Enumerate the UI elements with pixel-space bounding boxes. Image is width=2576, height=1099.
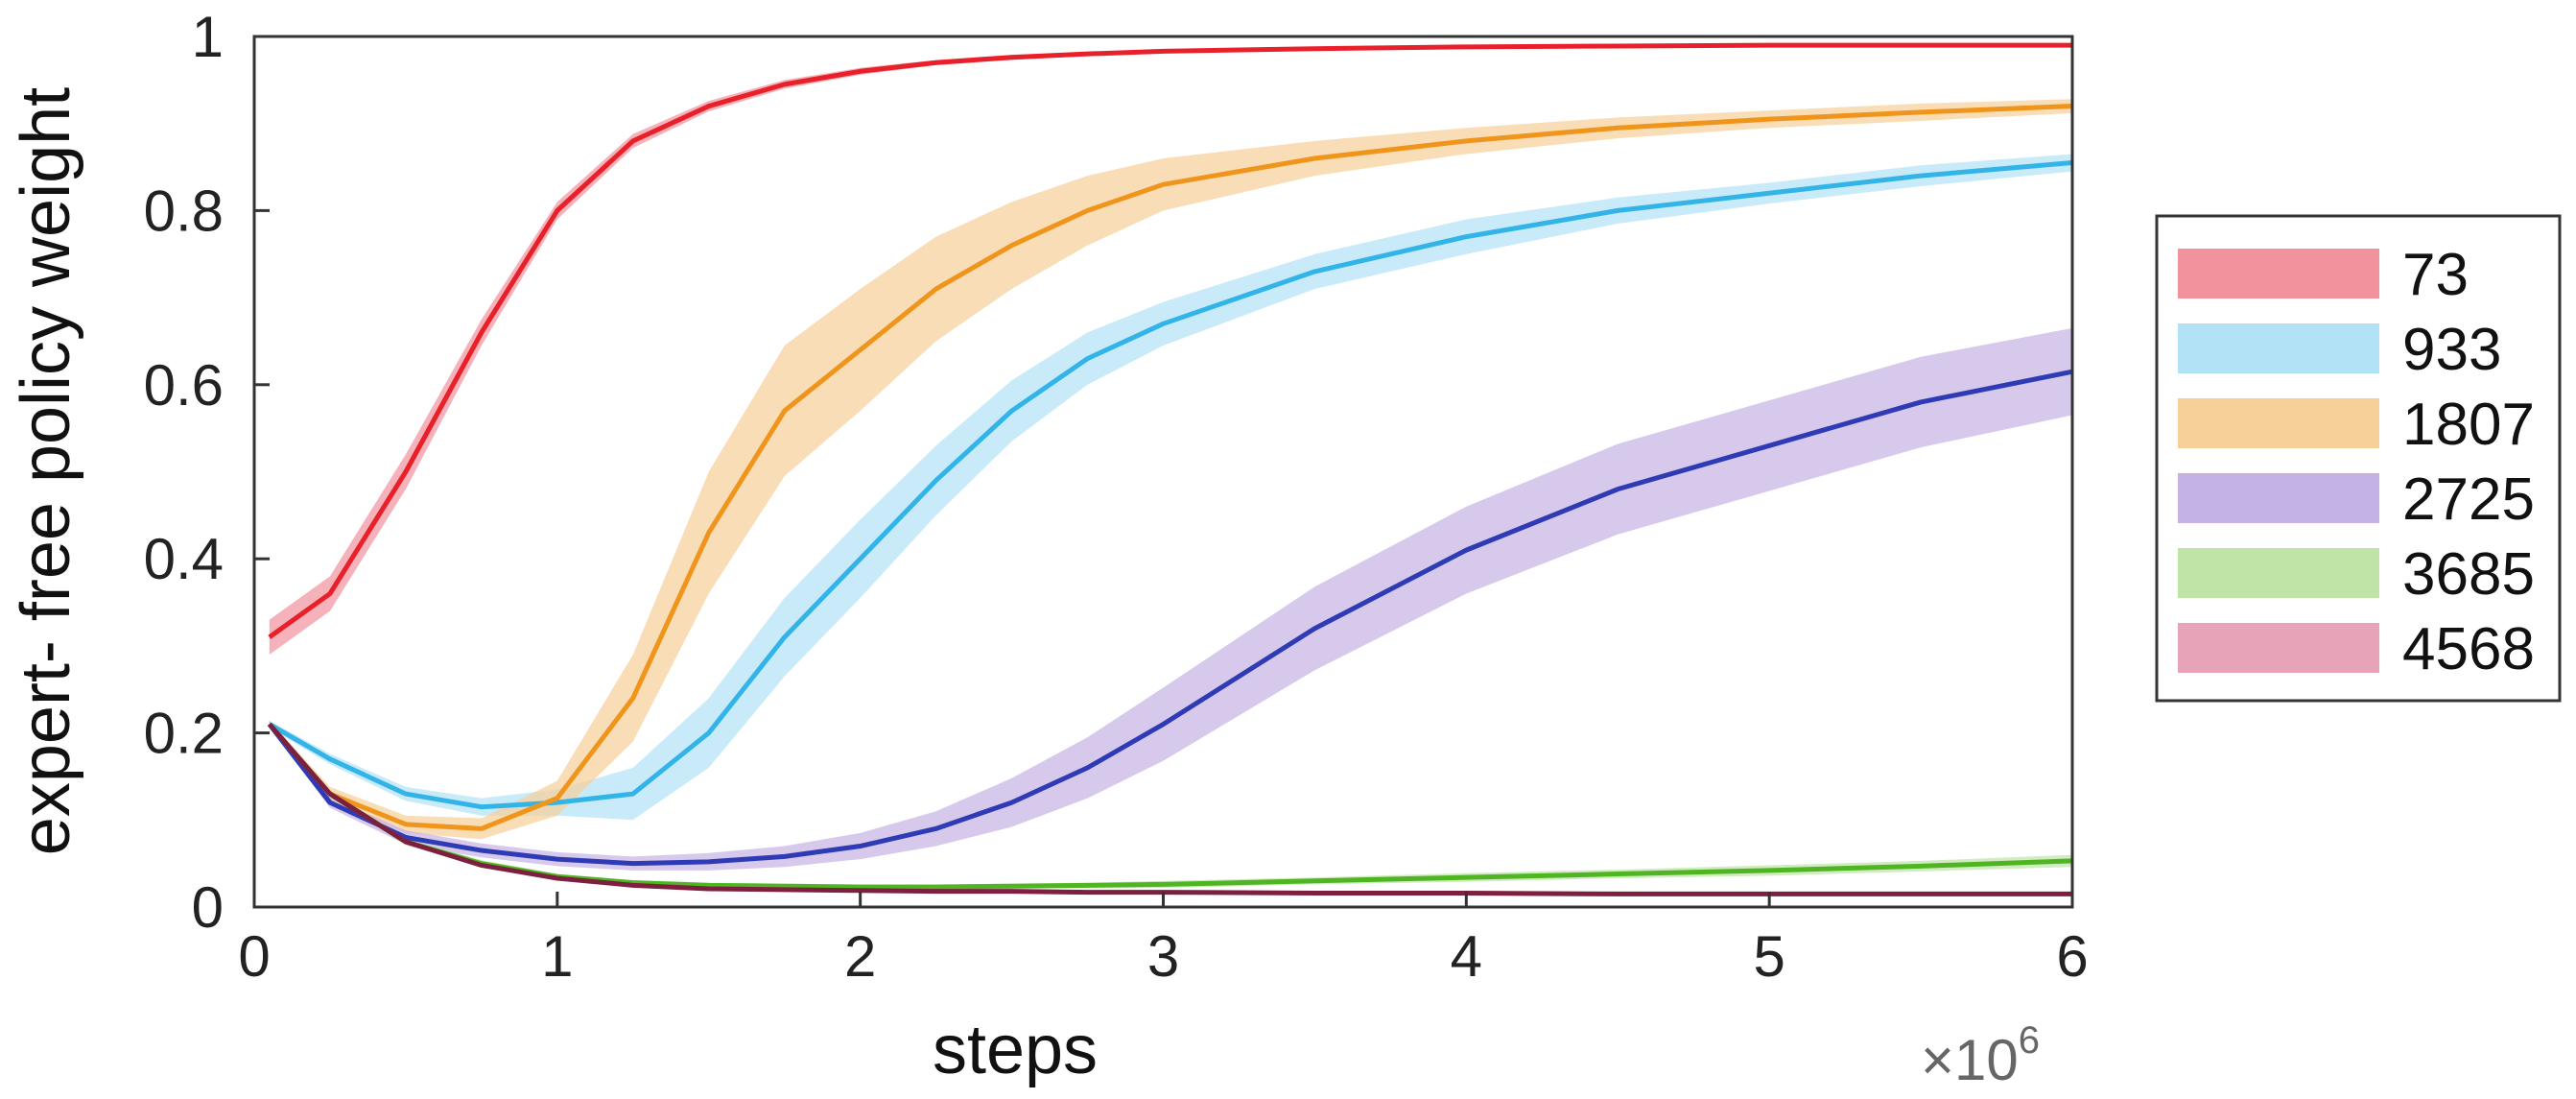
legend-label-3685: 3685 <box>2402 541 2535 608</box>
legend-swatch-73 <box>2178 249 2379 299</box>
x-tick-label: 0 <box>238 924 270 989</box>
x-multiplier-exponent: 6 <box>2019 1019 2040 1062</box>
series-lines <box>267 42 2073 896</box>
line-series-1807 <box>267 104 2073 831</box>
x-tick-label: 1 <box>541 924 573 989</box>
line-series-4568 <box>267 722 2072 896</box>
confidence-bands <box>269 43 2073 896</box>
x-axis-ticks: 0 1 2 3 4 5 6 <box>238 892 2089 989</box>
x-tick-label: 3 <box>1147 924 1179 989</box>
y-tick-label: 0.6 <box>144 353 224 418</box>
y-tick-label: 1 <box>192 5 224 69</box>
legend-swatch-2725 <box>2178 473 2379 523</box>
y-tick-label: 0.2 <box>144 702 224 766</box>
x-axis-label: steps <box>933 1012 1098 1088</box>
band-series-73 <box>269 43 2073 655</box>
y-tick-label: 0 <box>192 875 224 940</box>
legend-label-2725: 2725 <box>2402 466 2535 533</box>
legend-label-933: 933 <box>2402 317 2501 383</box>
band-series-2725 <box>269 327 2073 871</box>
legend-label-4568: 4568 <box>2402 616 2535 682</box>
y-tick-label: 0.4 <box>144 527 224 591</box>
line-series-933 <box>268 160 2073 810</box>
line-series-73 <box>268 42 2072 639</box>
legend-label-73: 73 <box>2402 242 2469 308</box>
line-series-2725 <box>267 369 2073 867</box>
legend-swatch-1807 <box>2178 398 2379 448</box>
x-tick-label: 4 <box>1451 924 1482 989</box>
legend-swatch-3685 <box>2178 548 2379 598</box>
x-tick-label: 6 <box>2056 924 2088 989</box>
y-axis-ticks: 0 0.2 0.4 0.6 0.8 1 <box>144 5 270 940</box>
legend-swatch-4568 <box>2178 623 2379 673</box>
y-axis-label: expert- free policy weight <box>8 87 84 855</box>
x-multiplier-base: ×10 <box>1921 1028 2019 1092</box>
x-axis-multiplier: ×106 <box>1921 1019 2040 1092</box>
legend: 73 933 1807 2725 3685 4568 <box>2155 214 2562 703</box>
legend-label-1807: 1807 <box>2402 392 2535 458</box>
legend-swatch-933 <box>2178 323 2379 373</box>
y-tick-label: 0.8 <box>144 179 224 243</box>
x-tick-label: 2 <box>844 924 876 989</box>
x-tick-label: 5 <box>1753 924 1784 989</box>
